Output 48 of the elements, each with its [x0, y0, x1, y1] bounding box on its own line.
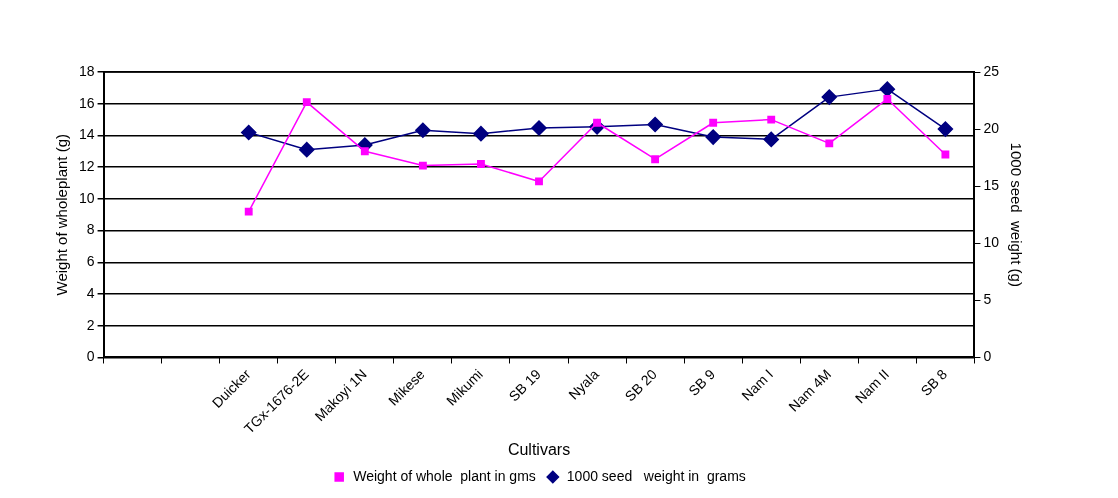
point — [941, 150, 950, 159]
y-tick-label: 4 — [86, 284, 95, 301]
y-tick-label: 10 — [78, 189, 95, 206]
point — [531, 120, 547, 136]
point — [763, 131, 779, 148]
point — [473, 125, 489, 142]
y2-tick-label: 0 — [983, 348, 992, 365]
point — [767, 115, 776, 124]
point — [709, 118, 718, 127]
x-tick-label: SB 20 — [621, 365, 661, 405]
x-tick-label: SB 19 — [505, 365, 544, 405]
point — [360, 147, 369, 156]
point — [302, 98, 311, 107]
point — [883, 95, 892, 103]
point — [937, 121, 954, 137]
point — [299, 141, 315, 158]
x-tick-label: SB 9 — [685, 365, 719, 399]
point — [825, 139, 834, 148]
y-tick-label: 12 — [78, 158, 95, 175]
point — [535, 177, 543, 186]
y-tick-label: 18 — [78, 62, 95, 79]
point — [477, 160, 485, 168]
y2-tick-label: 5 — [983, 291, 992, 308]
legend-label: Weight of whole plant in gms — [353, 467, 536, 484]
point — [244, 207, 253, 216]
y-tick-label: 6 — [86, 253, 95, 270]
point — [651, 155, 660, 164]
y-tick-label: 8 — [86, 221, 95, 238]
point — [821, 89, 838, 105]
point — [879, 81, 896, 97]
y-tick-label: 16 — [78, 94, 95, 111]
y-tick-label: 14 — [78, 126, 95, 143]
point — [240, 124, 257, 141]
y2-tick-label: 20 — [983, 119, 1000, 136]
point — [647, 116, 663, 133]
y2-tick-label: 25 — [983, 62, 1000, 79]
y-axis-title: Weight of wholeplant (g) — [53, 134, 71, 296]
point — [415, 122, 431, 138]
point — [705, 129, 721, 145]
y2-tick-label: 10 — [983, 234, 1000, 251]
x-tick-label: SB 8 — [917, 365, 951, 399]
point — [418, 161, 427, 170]
legend-label: 1000 seed weight in grams — [566, 467, 746, 484]
y2-axis-title: 1000 seed weight (g) — [1007, 142, 1025, 287]
y-tick-label: 0 — [86, 348, 95, 365]
y-tick-label: 2 — [86, 316, 95, 333]
x-axis-title: Cultivars — [507, 440, 571, 458]
y2-tick-label: 15 — [983, 177, 1000, 194]
